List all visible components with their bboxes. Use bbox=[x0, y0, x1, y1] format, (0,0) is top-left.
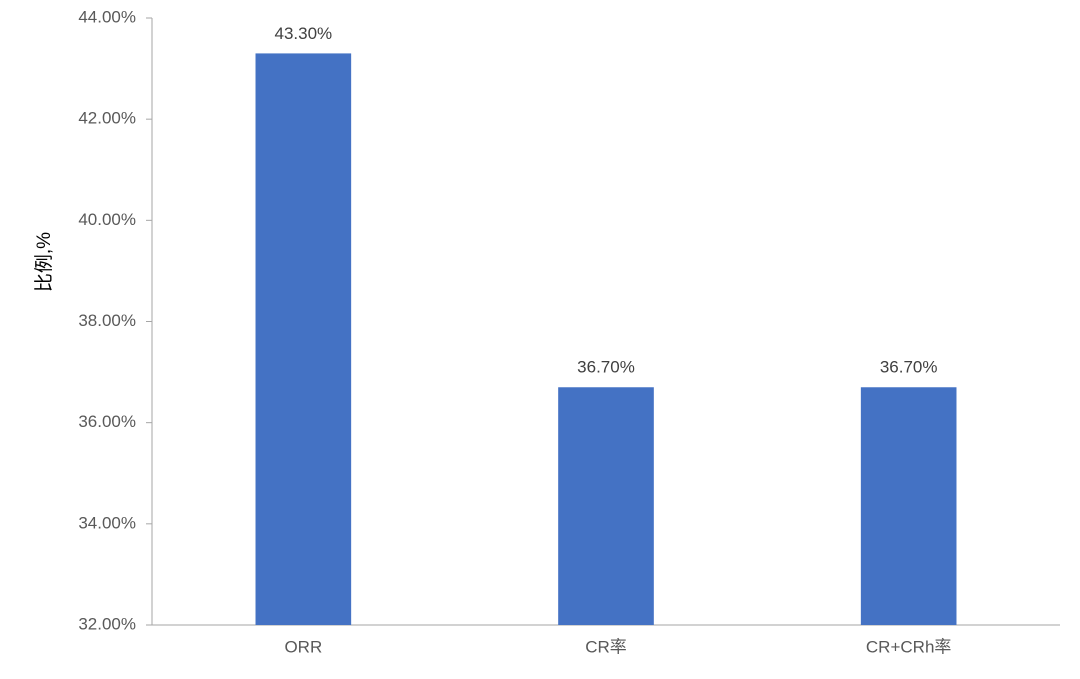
y-tick-label: 34.00% bbox=[78, 513, 136, 532]
x-tick-label: CR+CRh率 bbox=[866, 637, 952, 656]
y-tick-label: 32.00% bbox=[78, 614, 136, 633]
bar bbox=[860, 387, 957, 625]
x-tick-label: ORR bbox=[284, 637, 322, 656]
x-tick-label: CR率 bbox=[585, 637, 627, 656]
bar bbox=[255, 53, 352, 626]
y-tick-label: 44.00% bbox=[78, 7, 136, 26]
y-tick-label: 36.00% bbox=[78, 412, 136, 431]
y-axis-label: 比例,% bbox=[33, 232, 55, 292]
y-tick-label: 40.00% bbox=[78, 210, 136, 229]
value-label: 43.30% bbox=[274, 24, 332, 43]
y-tick-label: 42.00% bbox=[78, 109, 136, 128]
value-label: 36.70% bbox=[577, 358, 635, 377]
bar bbox=[558, 387, 654, 625]
value-label: 36.70% bbox=[880, 358, 938, 377]
y-tick-label: 38.00% bbox=[78, 311, 136, 330]
